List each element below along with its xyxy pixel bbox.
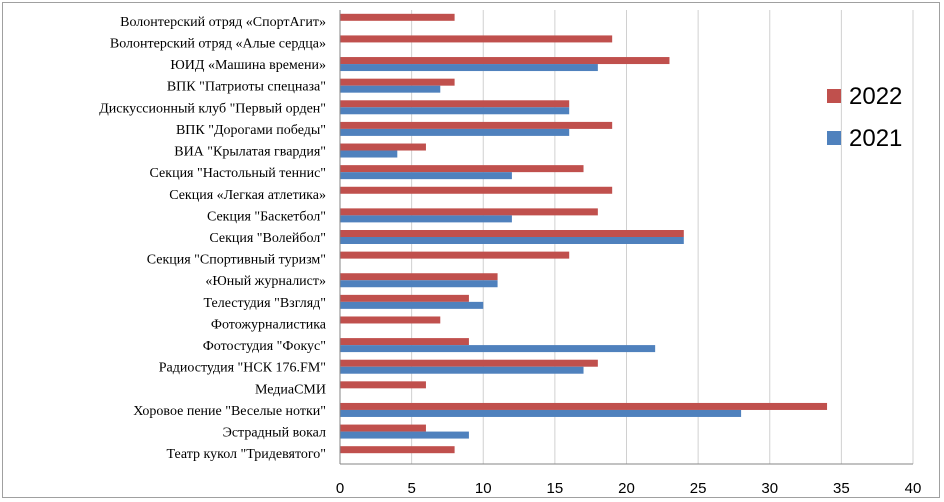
category-label: ВПК "Дорогами победы" — [176, 123, 326, 138]
category-label: «Юный журналист» — [205, 274, 326, 289]
bar-2022 — [340, 446, 455, 454]
bar-2021 — [340, 215, 512, 223]
axes — [339, 10, 913, 465]
category-label: ВПК "Патриоты спецназа" — [167, 80, 326, 95]
x-tick-label: 30 — [761, 480, 778, 497]
category-label: Фотостудия "Фокус" — [203, 339, 326, 354]
x-tick-label: 40 — [905, 480, 922, 497]
category-label: ВИА "Крылатая гвардия" — [174, 145, 326, 160]
x-tick-label: 5 — [407, 480, 415, 497]
bar-2021 — [340, 107, 570, 115]
bars — [340, 13, 828, 454]
bar-2022 — [340, 251, 570, 259]
category-label: Фотожурналистика — [211, 317, 327, 332]
category-label: Дискуссионный клуб "Первый орден" — [99, 101, 326, 116]
x-tick-label: 35 — [833, 480, 850, 497]
bar-2021 — [340, 128, 570, 136]
legend-swatch-2021 — [827, 131, 841, 145]
x-tick-label: 15 — [547, 480, 564, 497]
bar-2022 — [340, 35, 613, 43]
bar-2022 — [340, 359, 598, 367]
bar-2022 — [340, 424, 426, 432]
bar-2022 — [340, 165, 584, 173]
category-label: Секция "Волейбол" — [209, 231, 326, 246]
category-label: МедиаСМИ — [255, 382, 326, 397]
bar-2021 — [340, 172, 512, 180]
bar-2021 — [340, 237, 684, 244]
bar-2022 — [340, 57, 670, 65]
category-label: Хоровое пение "Веселые нотки" — [133, 404, 326, 419]
bar-2022 — [340, 273, 498, 281]
category-label: Радиостудия "НСК 176.FM" — [159, 361, 326, 376]
bar-2021 — [340, 85, 441, 93]
bar-2022 — [340, 230, 684, 237]
bar-2021 — [340, 345, 656, 353]
bar-2022 — [340, 186, 613, 194]
bar-2022 — [340, 381, 426, 389]
category-labels: Волонтерский отряд «СпортАгит» Волонтерск… — [99, 15, 327, 462]
bar-2022 — [340, 294, 469, 302]
bar-2022 — [340, 13, 455, 21]
bar-2021 — [340, 409, 742, 417]
bar-2021 — [340, 64, 598, 72]
category-label: Волонтерский отряд «Алые сердца» — [110, 36, 326, 51]
category-label: Телестудия "Взгляд" — [204, 296, 326, 311]
bar-2022 — [340, 121, 613, 129]
bar-2022 — [340, 208, 598, 216]
bar-2022 — [340, 78, 455, 86]
bar-2021 — [340, 366, 584, 374]
x-tick-label: 20 — [618, 480, 635, 497]
bar-2022 — [340, 338, 469, 346]
bar-2022 — [340, 402, 828, 410]
category-label: Секция "Баскетбол" — [207, 209, 326, 224]
category-label: Театр кукол "Тридевятого" — [166, 447, 326, 462]
bar-2021 — [340, 431, 469, 439]
bar-2021 — [340, 301, 484, 309]
legend-label: 2022 — [849, 83, 902, 110]
bar-2022 — [340, 143, 426, 151]
bar-2022 — [340, 100, 570, 108]
legend: 2022 2021 — [827, 83, 902, 152]
bar-2021 — [340, 150, 398, 158]
bar-2022 — [340, 316, 441, 324]
category-label: Секция "Настольный теннис" — [150, 166, 326, 181]
x-tick-label: 25 — [690, 480, 707, 497]
category-label: Волонтерский отряд «СпортАгит» — [120, 15, 326, 30]
bar-2021 — [340, 280, 498, 288]
category-label: ЮИД «Машина времени» — [170, 58, 326, 73]
category-label: Эстрадный вокал — [223, 426, 326, 441]
category-label: Секция "Спортивный туризм" — [147, 253, 326, 268]
legend-swatch-2022 — [827, 89, 841, 103]
legend-label: 2021 — [849, 125, 902, 152]
x-tick-labels: 0 5 10 15 20 25 30 35 40 — [336, 480, 922, 497]
category-label: Секция «Легкая атлетика» — [169, 188, 326, 203]
x-tick-label: 10 — [475, 480, 492, 497]
x-tick-label: 0 — [336, 480, 344, 497]
